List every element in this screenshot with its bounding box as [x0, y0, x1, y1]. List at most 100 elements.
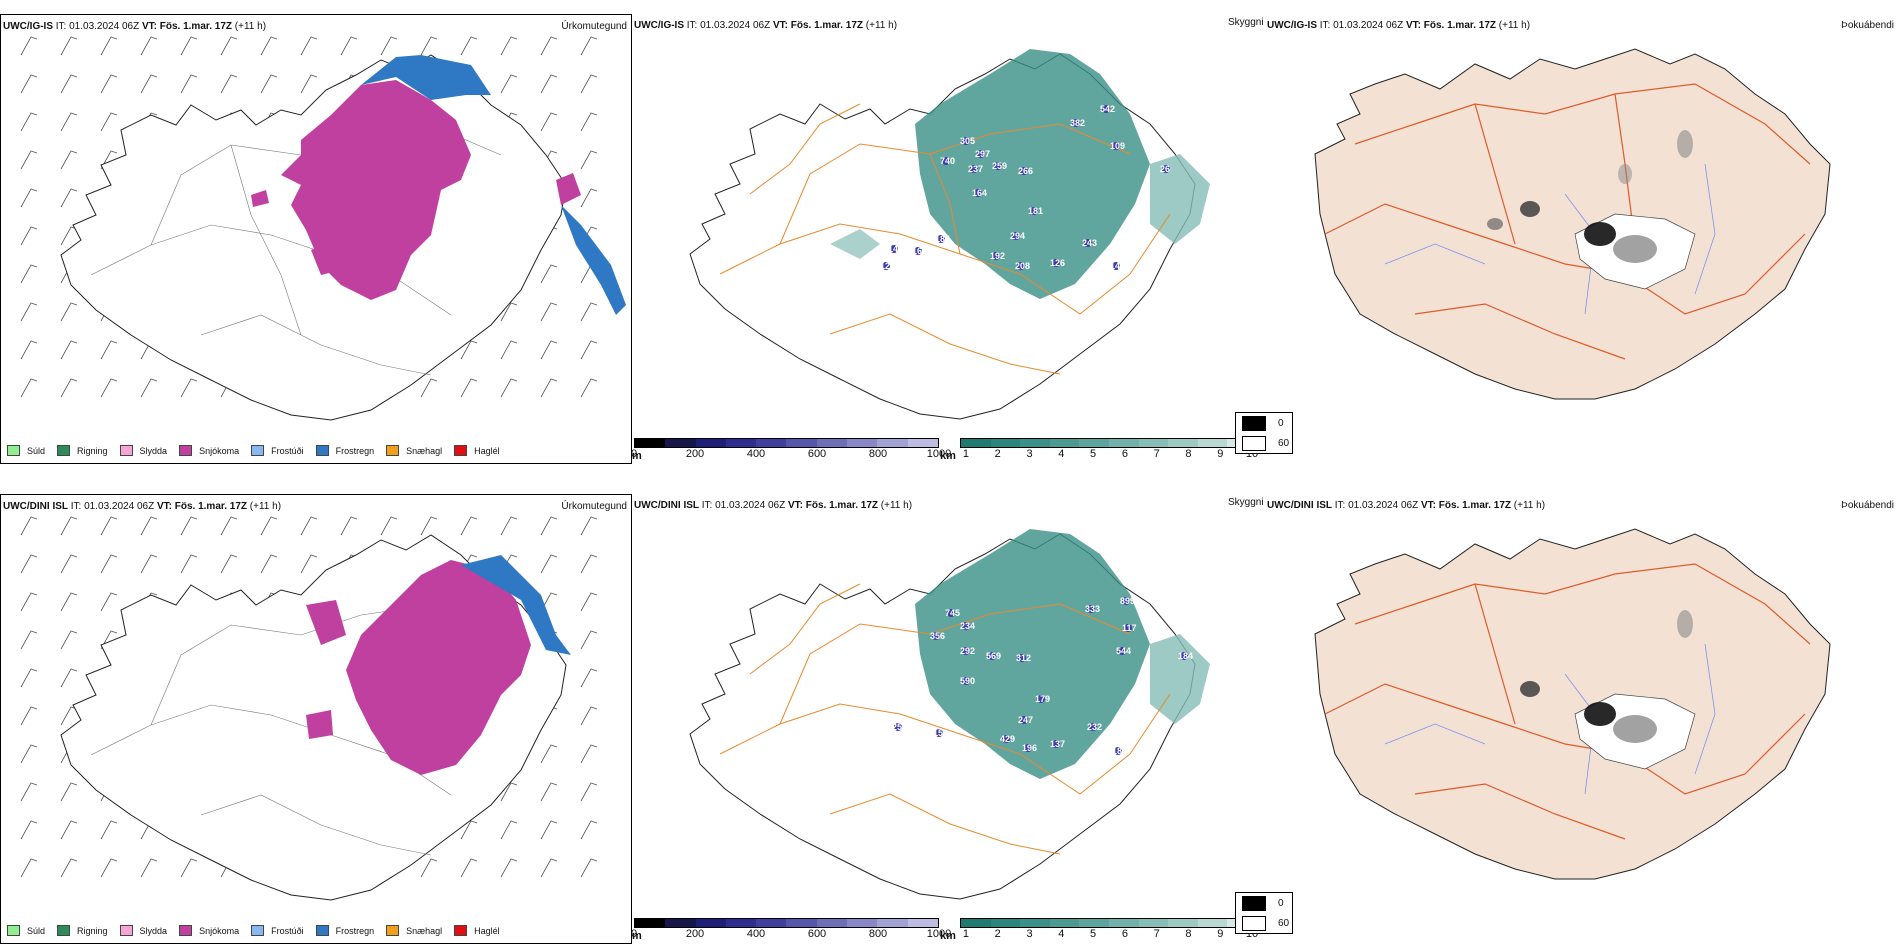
ceiling-value-label: 26: [1160, 164, 1170, 174]
low-ceiling-spot: [992, 252, 1000, 260]
legend-swatch: [386, 445, 400, 456]
wind-barb: [60, 554, 78, 574]
wind-barb: [60, 150, 78, 170]
wind-barb: [580, 150, 598, 170]
wind-barb: [60, 112, 78, 132]
scale-swatch: [847, 439, 878, 447]
legend-item: Frostregn: [315, 925, 374, 936]
low-ceiling-spot: [1020, 716, 1028, 724]
legend-item: Rigning: [57, 445, 108, 456]
wind-barb: [60, 188, 78, 208]
ceiling-value-label: 544: [1116, 646, 1131, 656]
ceiling-value-label: 266: [1018, 166, 1033, 176]
wind-barb: [580, 36, 598, 56]
scale-tick-label: 6: [1121, 928, 1128, 940]
legend-item: Slydda: [119, 925, 167, 936]
ceiling-value-label: 164: [972, 188, 987, 198]
low-ceiling-spot: [994, 162, 1002, 170]
scale-swatch: [635, 439, 666, 447]
ceiling-value-label: 109: [1110, 141, 1125, 151]
ceiling-value-label: 184: [935, 234, 950, 244]
wind-barb: [100, 340, 118, 360]
wind-barb: [220, 36, 238, 56]
ceiling-value-label: 247: [1018, 715, 1033, 725]
legend-label: Súld: [27, 445, 46, 456]
wind-barb: [300, 554, 318, 574]
roads: [1324, 563, 1811, 840]
it-value: 01.03.2024 06Z: [69, 21, 140, 32]
low-ceiling-spot: [935, 729, 943, 737]
model-name: UWC/DINI ISL: [3, 501, 68, 512]
wind-barb: [20, 74, 38, 94]
scale-tick-label: 8: [1185, 928, 1192, 940]
wind-barb: [100, 378, 118, 398]
scale-swatch: [695, 919, 726, 927]
legend-label: Snjókoma: [199, 925, 240, 936]
ceiling-value-label: 12: [880, 261, 890, 271]
precip-legend: Súld Rigning Slydda Snjókoma Frostúði Frostre…: [7, 445, 512, 456]
low-ceiling-spot: [932, 632, 940, 640]
panel-header: UWC/IG-IS IT: 01.03.2024 06Z VT: Fös. 1.…: [1267, 20, 1530, 31]
legend-swatch: [119, 445, 133, 456]
iceland-outline: [1314, 48, 1831, 400]
wind-barb: [580, 378, 598, 398]
scale-swatch: [756, 919, 787, 927]
low-ceiling-spot: [962, 677, 970, 685]
low-ceiling-spot: [1002, 735, 1010, 743]
scale-swatch: [1108, 439, 1139, 447]
legend-label: Súld: [27, 925, 46, 936]
scale-tick-label: 5: [1090, 448, 1097, 460]
wind-barb: [580, 302, 598, 322]
model-name: UWC/IG-IS: [634, 20, 684, 31]
wind-barb: [580, 112, 598, 132]
wind-barb: [420, 858, 438, 878]
scale-swatch: [1197, 919, 1228, 927]
ceiling-value-label: 569: [986, 651, 1001, 661]
scale-swatch: [635, 919, 666, 927]
wind-barb: [540, 302, 558, 322]
wind-barb: [180, 858, 198, 878]
model-name: UWC/DINI ISL: [1267, 500, 1332, 511]
low-ceiling-spot: [1180, 652, 1188, 660]
it-label: IT:: [55, 21, 67, 32]
wind-barb: [140, 378, 158, 398]
scale-tick-label: 800: [868, 448, 888, 460]
legend-swatch: [57, 925, 71, 936]
low-ceiling-spot: [1030, 207, 1038, 215]
wind-barb: [580, 706, 598, 726]
scale-swatch: [665, 919, 696, 927]
wind-barb: [20, 150, 38, 170]
wind-barb: [420, 36, 438, 56]
fog-high: [1584, 222, 1616, 246]
wind-barb: [540, 378, 558, 398]
precip-type-panel-top: UWC/IG-IS IT: 01.03.2024 06Z VT: Fös. 1.…: [0, 14, 632, 464]
scale-tick-label: 5: [1090, 928, 1097, 940]
panel-title: Þokuábendi: [1841, 20, 1894, 31]
ceiling-value-label: 294: [1010, 231, 1025, 241]
legend-label: Rigning: [77, 445, 108, 456]
wind-barb: [100, 36, 118, 56]
scale-swatch: [1020, 439, 1050, 447]
wind-barb: [500, 302, 518, 322]
visibility-unit: km: [940, 450, 956, 462]
fog-legend-item: 0: [1236, 413, 1292, 433]
wind-barb: [60, 820, 78, 840]
legend-swatch: [179, 925, 193, 936]
scale-swatch: [1049, 919, 1080, 927]
wind-barb: [540, 112, 558, 132]
fog-high: [1584, 702, 1616, 726]
wind-barb: [20, 302, 38, 322]
wind-barb: [140, 554, 158, 574]
wind-barb: [460, 516, 478, 536]
vt-value: Fös. 1.mar. 17Z: [159, 21, 233, 32]
wind-barb: [540, 516, 558, 536]
wind-barb: [500, 36, 518, 56]
scale-swatch: [725, 919, 757, 927]
low-ceiling-spot: [1024, 744, 1032, 752]
wind-barb: [580, 554, 598, 574]
panel-header: UWC/DINI ISL IT: 01.03.2024 06Z VT: Fös.…: [3, 501, 281, 512]
wind-barb: [260, 516, 278, 536]
low-ceiling-spot: [1020, 167, 1028, 175]
